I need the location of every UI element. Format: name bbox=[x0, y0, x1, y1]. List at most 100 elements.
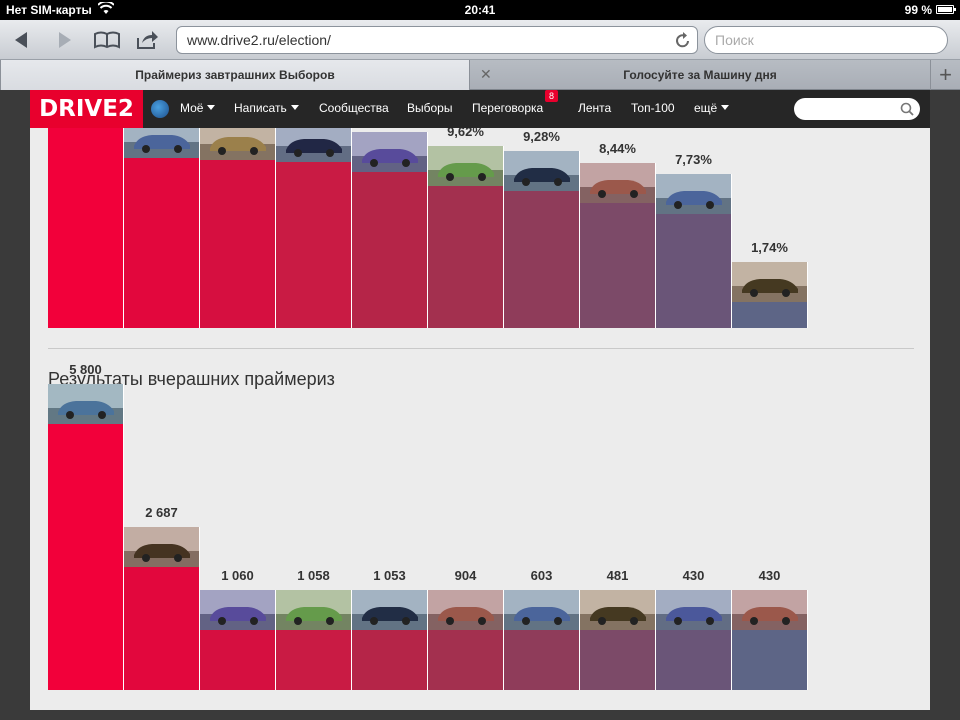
car-photo[interactable] bbox=[732, 262, 808, 303]
value-label: 904 bbox=[454, 568, 477, 583]
bottom-chart-bar[interactable] bbox=[200, 630, 276, 690]
car-photo[interactable] bbox=[504, 590, 580, 630]
bottom-chart-bar[interactable] bbox=[656, 630, 732, 690]
nav-item-communities[interactable]: Сообщества bbox=[319, 101, 389, 115]
bottom-chart-bar[interactable] bbox=[276, 630, 352, 690]
browser-toolbar: www.drive2.ru/election/ Поиск bbox=[0, 20, 960, 60]
top-chart-bar[interactable] bbox=[276, 160, 352, 328]
value-label: 9,62% bbox=[447, 128, 484, 139]
bottom-chart-bar[interactable] bbox=[504, 630, 580, 690]
close-icon[interactable]: ✕ bbox=[480, 66, 492, 82]
nav-item-my[interactable]: Моё bbox=[180, 101, 216, 115]
nav-label: Переговорка bbox=[472, 101, 544, 115]
value-label: 1 060 bbox=[221, 568, 254, 583]
forward-arrow-icon[interactable] bbox=[50, 26, 80, 54]
nav-label: ещё bbox=[694, 101, 718, 115]
bottom-chart-bar[interactable] bbox=[732, 630, 808, 690]
car-photo[interactable] bbox=[580, 590, 656, 630]
car-photo[interactable] bbox=[48, 384, 124, 424]
bottom-chart-bar[interactable] bbox=[48, 424, 124, 690]
tab-title: Праймериз завтрашних Выборов bbox=[135, 68, 335, 82]
value-label: 8,44% bbox=[599, 141, 636, 157]
tab-primaries[interactable]: Праймериз завтрашних Выборов bbox=[0, 60, 470, 90]
value-label: 430 bbox=[758, 568, 781, 583]
car-photo[interactable] bbox=[352, 590, 428, 630]
tab-car-of-day[interactable]: ✕ Голосуйте за Машину дня bbox=[470, 60, 930, 90]
chevron-down-icon bbox=[721, 105, 730, 110]
notification-badge: 8 bbox=[545, 90, 559, 102]
car-photo[interactable] bbox=[200, 128, 276, 160]
value-label: 430 bbox=[682, 568, 705, 583]
bottom-chart-bar[interactable] bbox=[124, 566, 200, 690]
nav-label: Написать bbox=[234, 101, 287, 115]
search-icon[interactable] bbox=[900, 102, 914, 121]
nav-item-elections[interactable]: Выборы bbox=[407, 101, 452, 115]
search-input[interactable]: Поиск bbox=[704, 26, 948, 54]
car-photo[interactable] bbox=[276, 128, 352, 162]
car-photo[interactable] bbox=[428, 145, 504, 186]
car-photo[interactable] bbox=[732, 590, 808, 630]
new-tab-button[interactable]: + bbox=[930, 60, 960, 90]
top-chart-bar[interactable] bbox=[428, 185, 504, 328]
top-chart-bar[interactable] bbox=[580, 203, 656, 328]
value-label: 1 058 bbox=[297, 568, 330, 583]
top-chart-bar[interactable] bbox=[124, 128, 200, 328]
nav-item-chat[interactable]: Переговорка bbox=[472, 101, 543, 115]
clock: 20:41 bbox=[464, 3, 496, 17]
bottom-chart-bar[interactable] bbox=[428, 630, 504, 690]
share-icon[interactable] bbox=[132, 26, 162, 54]
nav-item-write[interactable]: Написать bbox=[234, 101, 299, 115]
car-photo[interactable] bbox=[656, 173, 732, 214]
carrier-label: Нет SIM-карты bbox=[6, 3, 92, 17]
nav-label: Выборы bbox=[407, 101, 453, 115]
nav-item-more[interactable]: ещё bbox=[694, 101, 730, 115]
search-placeholder: Поиск bbox=[715, 32, 754, 48]
election-results: Результаты вчерашних праймериз 10,56%9,6… bbox=[30, 128, 930, 710]
nav-item-top100[interactable]: Топ-100 bbox=[631, 101, 675, 115]
top-chart-bar[interactable] bbox=[48, 128, 124, 328]
top-chart-bar[interactable] bbox=[732, 302, 808, 328]
car-photo[interactable] bbox=[656, 590, 732, 630]
car-photo[interactable] bbox=[352, 131, 428, 172]
tab-bar: Праймериз завтрашних Выборов ✕ Голосуйте… bbox=[0, 60, 960, 90]
bottom-chart-bar[interactable] bbox=[352, 630, 428, 690]
tab-title: Голосуйте за Машину дня bbox=[623, 68, 777, 82]
car-photo[interactable] bbox=[276, 590, 352, 630]
top-chart-bar[interactable] bbox=[504, 190, 580, 328]
car-photo[interactable] bbox=[124, 128, 200, 158]
bookmarks-icon[interactable] bbox=[92, 26, 122, 54]
reload-icon[interactable] bbox=[675, 31, 691, 52]
car-photo[interactable] bbox=[580, 163, 656, 204]
wifi-icon bbox=[97, 0, 115, 18]
bottom-chart-bar[interactable] bbox=[580, 630, 656, 690]
value-label: 603 bbox=[530, 568, 553, 583]
value-label: 5 800 bbox=[69, 362, 102, 377]
car-photo[interactable] bbox=[428, 590, 504, 630]
site-search-input[interactable] bbox=[794, 98, 920, 120]
back-arrow-icon[interactable] bbox=[6, 26, 36, 54]
top-chart-bar[interactable] bbox=[200, 158, 276, 328]
car-photo[interactable] bbox=[200, 590, 276, 630]
nav-item-feed[interactable]: Лента bbox=[578, 101, 611, 115]
value-label: 7,73% bbox=[675, 151, 712, 167]
top-chart-bar[interactable] bbox=[352, 171, 428, 328]
nav-label: Моё bbox=[180, 101, 204, 115]
value-label: 9,28% bbox=[523, 128, 560, 144]
page-bottom bbox=[30, 710, 930, 720]
divider bbox=[48, 348, 914, 349]
url-input[interactable]: www.drive2.ru/election/ bbox=[176, 26, 698, 54]
chevron-down-icon bbox=[290, 105, 299, 110]
value-label: 481 bbox=[606, 568, 629, 583]
car-photo[interactable] bbox=[124, 526, 200, 567]
car-photo[interactable] bbox=[504, 150, 580, 191]
top-chart-bar[interactable] bbox=[656, 213, 732, 328]
site-logo[interactable]: DRIVE2 bbox=[30, 90, 143, 128]
value-label: 2 687 bbox=[145, 504, 178, 520]
avatar[interactable] bbox=[151, 100, 169, 118]
status-bar: Нет SIM-карты 20:41 99 % bbox=[0, 0, 960, 20]
value-label: 1,74% bbox=[751, 240, 788, 256]
chevron-down-icon bbox=[207, 105, 216, 110]
nav-label: Сообщества bbox=[319, 101, 389, 115]
site-navbar: DRIVE2 Моё Написать Сообщества Выборы Пе… bbox=[30, 90, 930, 128]
url-text: www.drive2.ru/election/ bbox=[187, 32, 331, 48]
